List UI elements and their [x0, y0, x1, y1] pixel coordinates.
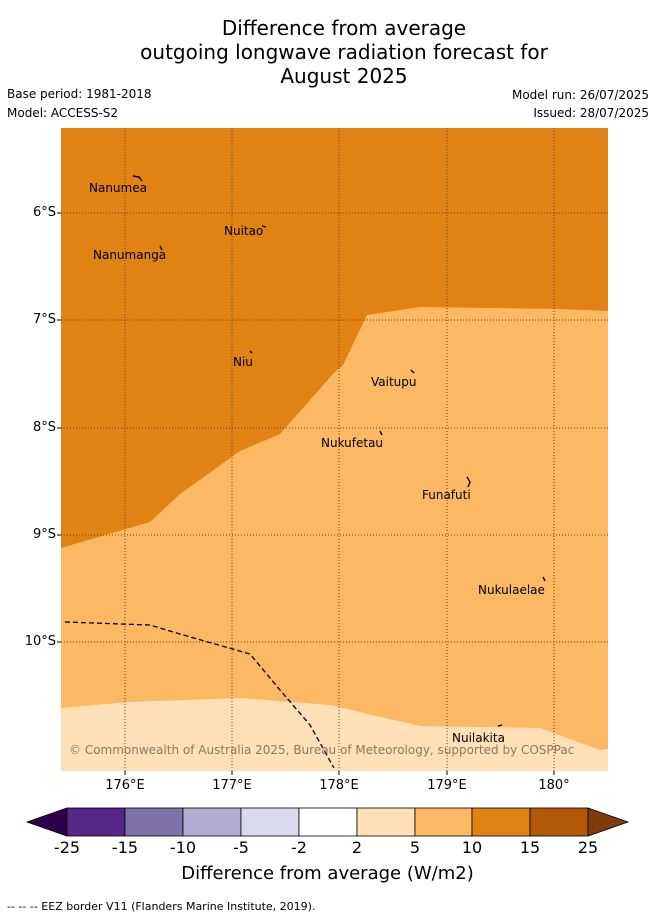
- colorbar-tick: 15: [519, 838, 541, 857]
- axis-ticks: [57, 212, 555, 775]
- colorbar-tick: -25: [53, 838, 81, 857]
- colorbar-swatch: [66, 807, 126, 837]
- colorbar-title: Difference from average (W/m2): [181, 863, 474, 884]
- place-label-nanumea: Nanumea: [89, 181, 147, 195]
- place-label-niu: Niu: [233, 355, 253, 369]
- colorbar-tick: 10: [461, 838, 483, 857]
- copyright-notice: © Commonwealth of Australia 2025, Bureau…: [69, 743, 575, 757]
- colorbar-tick: 2: [351, 838, 363, 857]
- colorbar-swatch: [356, 807, 416, 837]
- place-label-vaitupu: Vaitupu: [371, 375, 417, 389]
- eez-border: [64, 621, 335, 769]
- title-line-1: Difference from average: [221, 16, 467, 40]
- place-label-nukufetau: Nukufetau: [321, 436, 384, 450]
- colorbar-swatch: [529, 807, 589, 837]
- colorbar-tick: -5: [233, 838, 249, 857]
- lon-label: 178°E: [319, 778, 359, 793]
- colorbar-swatch: [298, 807, 358, 837]
- lat-label: 10°S: [24, 634, 56, 649]
- colorbar-swatch: [414, 807, 473, 837]
- place-label-nuilakita: Nuilakita: [452, 731, 505, 745]
- issued-date: Issued: 28/07/2025: [533, 106, 649, 120]
- lat-label: 6°S: [32, 205, 56, 220]
- region-2-to-5: [61, 698, 608, 771]
- chart-title: Difference from average outgoing longwav…: [0, 16, 655, 88]
- lon-label: 179°E: [427, 778, 467, 793]
- colorbar-swatch: [124, 807, 184, 837]
- lat-label: 7°S: [32, 312, 56, 327]
- lon-label: 177°E: [212, 778, 252, 793]
- colorbar-tick: 5: [409, 838, 421, 857]
- lon-label: 180°: [538, 778, 570, 793]
- place-label-funafuti: Funafuti: [422, 488, 471, 502]
- colorbar-swatch: [240, 807, 300, 837]
- region-5-to-10: [61, 307, 608, 771]
- island-marks: [132, 175, 546, 727]
- lon-label: 176°E: [105, 778, 145, 793]
- colorbar-tick: 25: [577, 838, 599, 857]
- colorbar-arrow-high: [587, 807, 630, 837]
- colorbar-arrow-low: [25, 807, 68, 837]
- lat-label: 8°S: [32, 420, 56, 435]
- colorbar-swatch: [182, 807, 242, 837]
- place-label-nukulaelae: Nukulaelae: [478, 583, 545, 597]
- colorbar: [25, 807, 630, 837]
- place-label-nanumanga: Nanumanga: [93, 248, 167, 262]
- place-label-nuitao: Nuitao: [224, 224, 264, 238]
- model-run: Model run: 26/07/2025: [511, 88, 649, 102]
- lat-label: 9°S: [32, 527, 56, 542]
- eez-legend-note: -- -- -- EEZ border V11 (Flanders Marine…: [7, 900, 316, 913]
- colorbar-tick: -2: [291, 838, 307, 857]
- graticule: [61, 128, 608, 771]
- colorbar-tick: -10: [169, 838, 197, 857]
- colorbar-tick: -15: [111, 838, 139, 857]
- colorbar-swatch: [471, 807, 531, 837]
- model-name: Model: ACCESS-S2: [7, 106, 119, 120]
- title-line-3: August 2025: [280, 64, 408, 88]
- title-line-2: outgoing longwave radiation forecast for: [140, 40, 548, 64]
- base-period: Base period: 1981-2018: [7, 87, 152, 101]
